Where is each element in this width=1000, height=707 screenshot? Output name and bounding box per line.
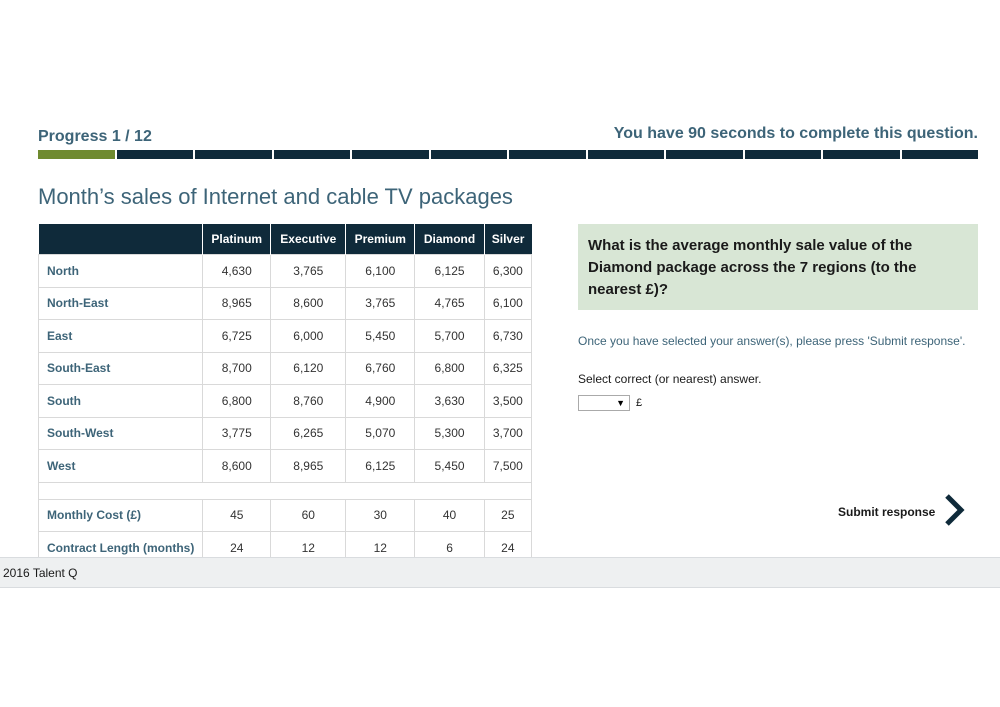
table-cell: 3,700: [483, 416, 533, 450]
progress-segment: [273, 150, 350, 159]
table-header-row: Platinum Executive Premium Diamond Silve…: [38, 224, 532, 255]
currency-label: £: [636, 397, 643, 409]
progress-segment: [430, 150, 507, 159]
progress-segment: [823, 150, 900, 159]
table-cell: 6,800: [414, 351, 485, 385]
table-title: Month’s sales of Internet and cable TV p…: [38, 184, 513, 209]
column-header: Premium: [345, 224, 415, 255]
row-header: West: [38, 449, 203, 483]
table-cell: 5,700: [414, 319, 485, 353]
table-row: South-East 8,700 6,120 6,760 6,800 6,325: [38, 351, 533, 385]
table-cell: 6,760: [345, 351, 416, 385]
spacer-cell: [38, 481, 532, 500]
progress-segment: [744, 150, 821, 159]
table-cell: 6,725: [201, 319, 272, 353]
table-cell: 4,900: [345, 384, 416, 418]
table-cell: 3,500: [483, 384, 533, 418]
progress-segment: [195, 150, 272, 159]
progress-segment: [116, 150, 193, 159]
table-cell: 8,965: [201, 286, 272, 320]
table-cell: 4,630: [201, 254, 272, 288]
footer: 2016 Talent Q: [0, 557, 1000, 588]
table-cell: 6,100: [483, 286, 533, 320]
table-row: East 6,725 6,000 5,450 5,700 6,730: [38, 319, 533, 353]
table-corner-cell: [38, 224, 203, 255]
column-header: Diamond: [414, 224, 485, 255]
table-row: Monthly Cost (£) 45 60 30 40 25: [38, 498, 533, 532]
table-cell: 8,700: [201, 351, 272, 385]
row-header: North-East: [38, 286, 203, 320]
column-header: Platinum: [201, 224, 271, 255]
table-cell: 6,125: [414, 254, 485, 288]
table-cell: 45: [201, 498, 272, 532]
table-cell: 25: [483, 498, 533, 532]
instruction-text: Once you have selected your answer(s), p…: [578, 334, 966, 348]
table-cell: 6,125: [345, 449, 416, 483]
chevron-right-icon: [943, 493, 965, 532]
table-cell: 5,300: [414, 416, 485, 450]
progress-bar: [38, 150, 978, 159]
sales-table: Platinum Executive Premium Diamond Silve…: [38, 224, 533, 565]
column-header: Silver: [483, 224, 532, 255]
table-cell: 6,000: [270, 319, 347, 353]
table-cell: 60: [270, 498, 347, 532]
table-cell: 6,730: [483, 319, 533, 353]
column-header: Executive: [270, 224, 346, 255]
answer-select[interactable]: ▼: [578, 395, 630, 411]
table-cell: 7,500: [483, 449, 533, 483]
table-cell: 6,800: [201, 384, 272, 418]
table-cell: 3,775: [201, 416, 272, 450]
progress-segment: [901, 150, 978, 159]
table-cell: 8,965: [270, 449, 347, 483]
row-header: South: [38, 384, 203, 418]
table-cell: 6,265: [270, 416, 347, 450]
table-row: South 6,800 8,760 4,900 3,630 3,500: [38, 384, 533, 418]
table-spacer-row: [38, 481, 532, 500]
table-row: North 4,630 3,765 6,100 6,125 6,300: [38, 254, 533, 288]
table-cell: 6,100: [345, 254, 416, 288]
table-cell: 5,450: [414, 449, 485, 483]
select-label: Select correct (or nearest) answer.: [578, 372, 762, 386]
table-row: North-East 8,965 8,600 3,765 4,765 6,100: [38, 286, 533, 320]
question-box: What is the average monthly sale value o…: [578, 224, 978, 310]
submit-response-button[interactable]: Submit response: [838, 493, 978, 532]
progress-segment: [666, 150, 743, 159]
table-cell: 4,765: [414, 286, 485, 320]
row-header: Monthly Cost (£): [38, 498, 203, 532]
submit-response-label: Submit response: [838, 505, 936, 519]
table-cell: 6,300: [483, 254, 533, 288]
progress-segment: [352, 150, 429, 159]
table-cell: 3,765: [270, 254, 347, 288]
table-cell: 8,600: [270, 286, 347, 320]
table-cell: 3,765: [345, 286, 416, 320]
progress-segment: [587, 150, 664, 159]
table-cell: 3,630: [414, 384, 485, 418]
progress-segment: [38, 150, 115, 159]
table-row: South-West 3,775 6,265 5,070 5,300 3,700: [38, 416, 533, 450]
progress-label: Progress 1 / 12: [38, 128, 152, 145]
table-cell: 8,600: [201, 449, 272, 483]
table-cell: 6,120: [270, 351, 347, 385]
table-cell: 6,325: [483, 351, 533, 385]
table-cell: 8,760: [270, 384, 347, 418]
table-cell: 40: [414, 498, 485, 532]
progress-segment: [509, 150, 586, 159]
row-header: North: [38, 254, 203, 288]
row-header: East: [38, 319, 203, 353]
timer-text: You have 90 seconds to complete this que…: [613, 125, 978, 142]
table-cell: 30: [345, 498, 416, 532]
table-row: West 8,600 8,965 6,125 5,450 7,500: [38, 449, 533, 483]
row-header: South-West: [38, 416, 203, 450]
table-cell: 5,450: [345, 319, 416, 353]
table-cell: 5,070: [345, 416, 416, 450]
row-header: South-East: [38, 351, 203, 385]
